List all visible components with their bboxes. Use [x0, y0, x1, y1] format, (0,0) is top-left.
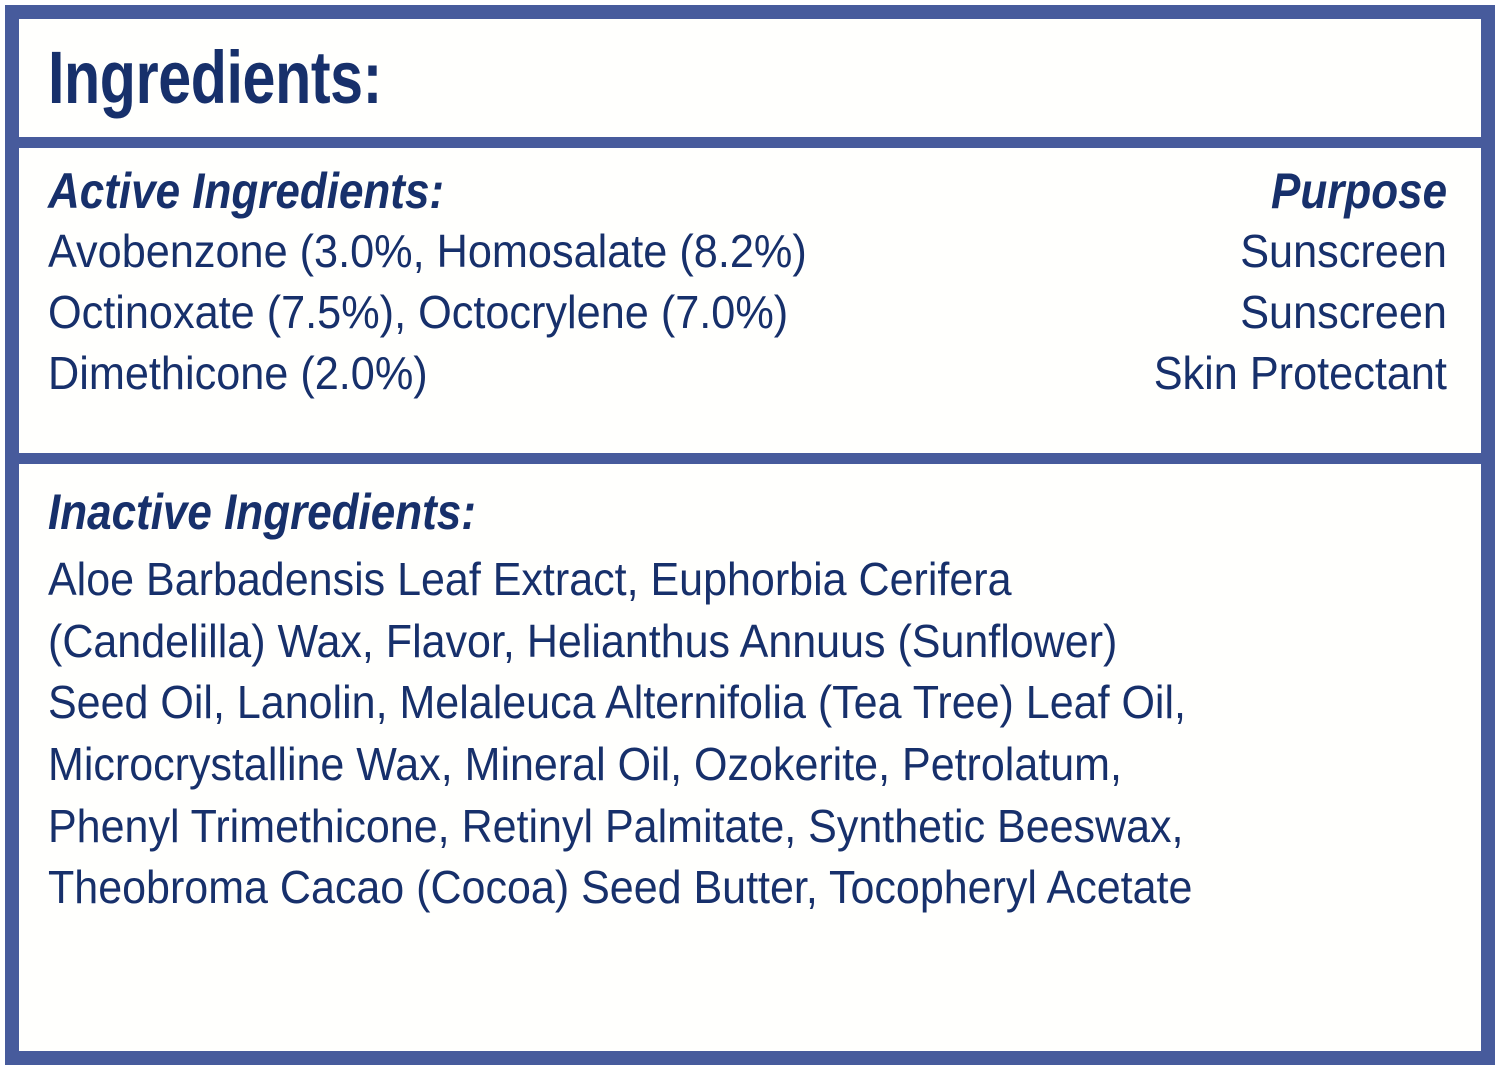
active-ingredient-row: Dimethicone (2.0%) Skin Protectant: [48, 343, 1447, 404]
page-title: Ingredients:: [48, 35, 382, 119]
purpose-heading: Purpose: [1270, 163, 1447, 219]
inactive-ingredients-line: (Candelilla) Wax, Flavor, Helianthus Ann…: [48, 614, 1118, 667]
active-ingredients-section: Active Ingredients: Purpose Avobenzone (…: [19, 148, 1481, 453]
active-ingredient-purpose: Sunscreen: [1240, 286, 1447, 339]
divider-rule-middle: [19, 453, 1481, 464]
inactive-ingredients-line: Seed Oil, Lanolin, Melaleuca Alternifoli…: [48, 676, 1186, 729]
active-ingredient-purpose: Skin Protectant: [1153, 347, 1447, 400]
drug-facts-panel: Ingredients: Active Ingredients: Purpose…: [5, 5, 1495, 1065]
inactive-ingredients-section: Inactive Ingredients: Aloe Barbadensis L…: [19, 464, 1481, 1051]
ingredients-title-section: Ingredients:: [19, 19, 1481, 137]
active-ingredient-name: Octinoxate (7.5%), Octocrylene (7.0%): [48, 286, 789, 339]
active-ingredient-name: Dimethicone (2.0%): [48, 347, 428, 400]
active-ingredients-heading: Active Ingredients:: [48, 163, 445, 219]
inactive-ingredients-line: Microcrystalline Wax, Mineral Oil, Ozoke…: [48, 737, 1122, 790]
active-ingredient-name: Avobenzone (3.0%, Homosalate (8.2%): [48, 225, 807, 277]
inactive-ingredients-line: Theobroma Cacao (Cocoa) Seed Butter, Toc…: [48, 861, 1193, 914]
inactive-ingredients-text: Aloe Barbadensis Leaf Extract, Euphorbia…: [48, 549, 1451, 919]
active-ingredient-row: Avobenzone (3.0%, Homosalate (8.2%) Suns…: [48, 221, 1447, 282]
inactive-ingredients-line: Phenyl Trimethicone, Retinyl Palmitate, …: [48, 799, 1184, 852]
active-ingredient-purpose: Sunscreen: [1240, 225, 1447, 277]
divider-rule-top: [19, 137, 1481, 148]
active-ingredient-row: Octinoxate (7.5%), Octocrylene (7.0%) Su…: [48, 282, 1447, 343]
active-ingredients-header-row: Active Ingredients: Purpose: [48, 162, 1447, 221]
inactive-ingredients-heading: Inactive Ingredients:: [48, 484, 476, 540]
inactive-ingredients-line: Aloe Barbadensis Leaf Extract, Euphorbia…: [48, 553, 1012, 605]
